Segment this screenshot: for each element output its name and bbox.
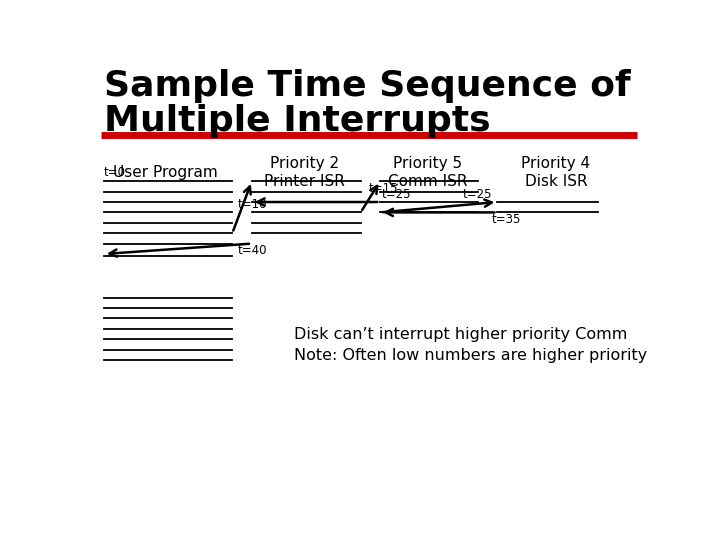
- Text: t=15: t=15: [369, 182, 398, 195]
- Text: User Program: User Program: [113, 165, 217, 180]
- Text: t=10: t=10: [238, 198, 267, 211]
- Text: Priority 4
Disk ISR: Priority 4 Disk ISR: [521, 156, 590, 188]
- Text: Priority 5
Comm ISR: Priority 5 Comm ISR: [388, 156, 467, 188]
- Text: Disk can’t interrupt higher priority Comm
Note: Often low numbers are higher pri: Disk can’t interrupt higher priority Com…: [294, 327, 647, 363]
- Text: t=40: t=40: [238, 245, 267, 258]
- Text: t=25: t=25: [462, 188, 492, 201]
- Text: Priority 2
Printer ISR: Priority 2 Printer ISR: [264, 156, 346, 188]
- Text: t=25: t=25: [382, 188, 411, 201]
- Text: t=35: t=35: [492, 213, 521, 226]
- Text: t=0: t=0: [104, 166, 126, 179]
- Text: Sample Time Sequence of
Multiple Interrupts: Sample Time Sequence of Multiple Interru…: [104, 69, 631, 138]
